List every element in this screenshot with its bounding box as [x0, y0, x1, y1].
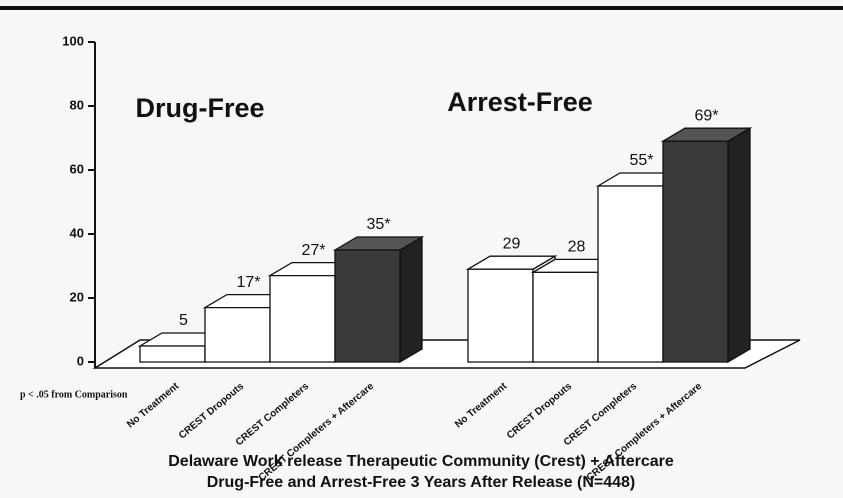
- value-label: 35*: [366, 216, 390, 233]
- bar-front: [139, 345, 206, 363]
- top-rule: [0, 6, 843, 10]
- value-label: 29: [503, 235, 521, 252]
- value-label: 28: [568, 239, 586, 256]
- y-tick-label: 40: [70, 225, 84, 240]
- bar-front: [269, 274, 336, 363]
- y-tick-label: 60: [70, 161, 84, 176]
- bar-front: [334, 249, 401, 363]
- bar-front: [467, 268, 534, 363]
- y-tick-label: 20: [70, 289, 84, 304]
- bar-side: [727, 127, 751, 364]
- value-label: 17*: [236, 274, 260, 291]
- y-tick-label: 0: [77, 353, 84, 368]
- bar: [332, 235, 425, 364]
- group-label: Arrest-Free: [447, 87, 593, 117]
- value-label: 27*: [301, 242, 325, 259]
- y-tick-label: 100: [62, 33, 84, 48]
- bar-front: [532, 271, 599, 363]
- group-label: Drug-Free: [135, 93, 264, 123]
- note: p < .05 from Comparison: [20, 389, 128, 400]
- bar-front: [662, 140, 729, 363]
- y-tick-label: 80: [70, 97, 84, 112]
- chart-subtitle: Drug-Free and Arrest-Free 3 Years After …: [207, 474, 635, 491]
- chart-title: Delaware Work release Therapeutic Commun…: [168, 453, 674, 470]
- bar-front: [597, 185, 664, 363]
- bar: [660, 127, 753, 364]
- value-label: 55*: [629, 152, 653, 169]
- value-label: 69*: [694, 107, 718, 124]
- bar-front: [204, 306, 271, 363]
- bar-side: [399, 235, 423, 364]
- value-label: 5: [179, 312, 188, 329]
